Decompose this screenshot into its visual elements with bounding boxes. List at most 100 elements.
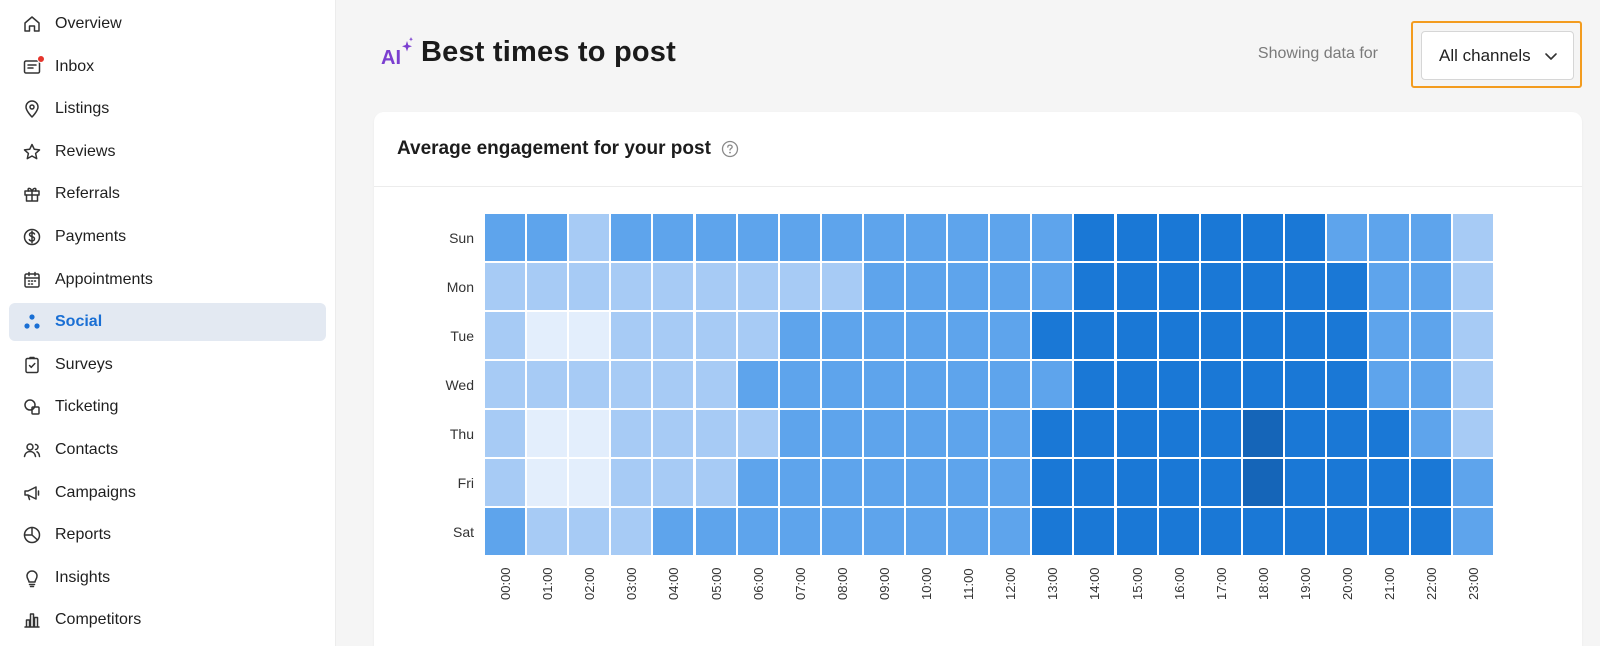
sidebar-item-payments[interactable]: Payments [9, 218, 326, 256]
heatmap-cell[interactable] [1032, 508, 1073, 555]
heatmap-cell[interactable] [653, 214, 694, 261]
heatmap-cell[interactable] [1327, 214, 1368, 261]
heatmap-cell[interactable] [569, 508, 610, 555]
heatmap-cell[interactable] [1116, 459, 1157, 506]
heatmap-cell[interactable] [990, 508, 1031, 555]
heatmap-cell[interactable] [611, 459, 652, 506]
heatmap-cell[interactable] [485, 263, 526, 310]
sidebar-item-contacts[interactable]: Contacts [9, 431, 326, 469]
heatmap-cell[interactable] [821, 508, 862, 555]
heatmap-cell[interactable] [906, 508, 947, 555]
heatmap-cell[interactable] [1369, 410, 1410, 457]
heatmap-cell[interactable] [779, 410, 820, 457]
heatmap-cell[interactable] [1284, 263, 1325, 310]
heatmap-cell[interactable] [569, 410, 610, 457]
heatmap-cell[interactable] [821, 214, 862, 261]
heatmap-cell[interactable] [1032, 361, 1073, 408]
heatmap-cell[interactable] [1158, 508, 1199, 555]
heatmap-cell[interactable] [1453, 459, 1494, 506]
heatmap-cell[interactable] [1158, 459, 1199, 506]
heatmap-cell[interactable] [1200, 459, 1241, 506]
heatmap-cell[interactable] [990, 263, 1031, 310]
heatmap-cell[interactable] [948, 361, 989, 408]
heatmap-cell[interactable] [1158, 361, 1199, 408]
heatmap-cell[interactable] [527, 263, 568, 310]
heatmap-cell[interactable] [569, 312, 610, 359]
heatmap-cell[interactable] [1369, 312, 1410, 359]
heatmap-cell[interactable] [1284, 459, 1325, 506]
heatmap-cell[interactable] [527, 508, 568, 555]
heatmap-cell[interactable] [1327, 410, 1368, 457]
heatmap-cell[interactable] [611, 312, 652, 359]
heatmap-cell[interactable] [1453, 214, 1494, 261]
heatmap-cell[interactable] [485, 410, 526, 457]
heatmap-cell[interactable] [1032, 459, 1073, 506]
heatmap-cell[interactable] [695, 410, 736, 457]
heatmap-cell[interactable] [653, 508, 694, 555]
heatmap-cell[interactable] [737, 410, 778, 457]
heatmap-cell[interactable] [1411, 508, 1452, 555]
heatmap-cell[interactable] [1200, 361, 1241, 408]
heatmap-cell[interactable] [1284, 361, 1325, 408]
heatmap-cell[interactable] [527, 459, 568, 506]
heatmap-cell[interactable] [863, 312, 904, 359]
heatmap-cell[interactable] [1200, 312, 1241, 359]
heatmap-cell[interactable] [1032, 410, 1073, 457]
sidebar-item-referrals[interactable]: Referrals [9, 175, 326, 213]
heatmap-cell[interactable] [863, 263, 904, 310]
heatmap-cell[interactable] [1369, 214, 1410, 261]
heatmap-cell[interactable] [611, 214, 652, 261]
sidebar-item-insights[interactable]: Insights [9, 559, 326, 597]
heatmap-cell[interactable] [821, 459, 862, 506]
heatmap-cell[interactable] [1453, 263, 1494, 310]
heatmap-cell[interactable] [527, 361, 568, 408]
heatmap-cell[interactable] [1158, 214, 1199, 261]
heatmap-cell[interactable] [1074, 410, 1115, 457]
sidebar-item-appointments[interactable]: Appointments [9, 261, 326, 299]
heatmap-cell[interactable] [1284, 214, 1325, 261]
heatmap-cell[interactable] [1116, 263, 1157, 310]
heatmap-cell[interactable] [1327, 508, 1368, 555]
heatmap-cell[interactable] [1411, 263, 1452, 310]
heatmap-cell[interactable] [1200, 508, 1241, 555]
heatmap-cell[interactable] [653, 410, 694, 457]
heatmap-cell[interactable] [990, 459, 1031, 506]
heatmap-cell[interactable] [863, 459, 904, 506]
heatmap-cell[interactable] [779, 361, 820, 408]
heatmap-cell[interactable] [1284, 312, 1325, 359]
heatmap-cell[interactable] [779, 214, 820, 261]
heatmap-cell[interactable] [1032, 263, 1073, 310]
heatmap-cell[interactable] [1242, 459, 1283, 506]
heatmap-cell[interactable] [527, 312, 568, 359]
heatmap-cell[interactable] [653, 361, 694, 408]
heatmap-cell[interactable] [990, 312, 1031, 359]
heatmap-cell[interactable] [863, 361, 904, 408]
heatmap-cell[interactable] [569, 214, 610, 261]
heatmap-cell[interactable] [695, 312, 736, 359]
heatmap-cell[interactable] [906, 361, 947, 408]
heatmap-cell[interactable] [906, 263, 947, 310]
heatmap-cell[interactable] [779, 263, 820, 310]
heatmap-cell[interactable] [527, 214, 568, 261]
heatmap-cell[interactable] [737, 508, 778, 555]
heatmap-cell[interactable] [863, 410, 904, 457]
heatmap-cell[interactable] [485, 214, 526, 261]
heatmap-cell[interactable] [821, 312, 862, 359]
heatmap-cell[interactable] [569, 459, 610, 506]
heatmap-cell[interactable] [653, 312, 694, 359]
heatmap-cell[interactable] [1284, 508, 1325, 555]
heatmap-cell[interactable] [653, 459, 694, 506]
heatmap-cell[interactable] [1369, 361, 1410, 408]
heatmap-cell[interactable] [1411, 410, 1452, 457]
heatmap-cell[interactable] [906, 214, 947, 261]
heatmap-cell[interactable] [1369, 508, 1410, 555]
heatmap-cell[interactable] [695, 214, 736, 261]
heatmap-cell[interactable] [611, 410, 652, 457]
heatmap-cell[interactable] [569, 263, 610, 310]
heatmap-cell[interactable] [1284, 410, 1325, 457]
sidebar-item-inbox[interactable]: Inbox [9, 48, 326, 86]
heatmap-cell[interactable] [611, 508, 652, 555]
heatmap-cell[interactable] [1116, 214, 1157, 261]
heatmap-cell[interactable] [990, 410, 1031, 457]
heatmap-cell[interactable] [948, 410, 989, 457]
